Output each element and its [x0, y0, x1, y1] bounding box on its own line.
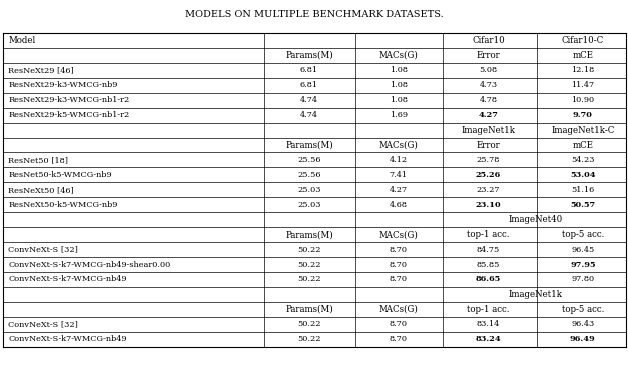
Text: ResNeXt29-k5-WMCG-nb1-r2: ResNeXt29-k5-WMCG-nb1-r2 — [8, 111, 129, 119]
Text: Model: Model — [8, 36, 35, 45]
Text: ImageNet40: ImageNet40 — [509, 215, 563, 224]
Text: 51.16: 51.16 — [571, 186, 595, 194]
Text: 84.75: 84.75 — [477, 246, 501, 254]
Text: mCE: mCE — [572, 51, 593, 60]
Text: ResNeXt50 [46]: ResNeXt50 [46] — [8, 186, 74, 194]
Text: 8.70: 8.70 — [390, 275, 408, 284]
Text: 53.04: 53.04 — [570, 171, 595, 179]
Text: 83.14: 83.14 — [477, 320, 501, 328]
Text: 25.56: 25.56 — [297, 156, 321, 164]
Text: MACs(G): MACs(G) — [379, 51, 419, 60]
Text: 96.43: 96.43 — [571, 320, 595, 328]
Text: 4.74: 4.74 — [300, 111, 318, 119]
Text: MODELS ON MULTIPLE BENCHMARK DATASETS.: MODELS ON MULTIPLE BENCHMARK DATASETS. — [185, 10, 443, 19]
Text: 25.26: 25.26 — [476, 171, 501, 179]
Text: Params(M): Params(M) — [285, 140, 333, 149]
Text: 9.70: 9.70 — [573, 111, 593, 119]
Text: ConvNeXt-S-k7-WMCG-nb49-shear0.00: ConvNeXt-S-k7-WMCG-nb49-shear0.00 — [8, 260, 170, 268]
Text: 6.81: 6.81 — [300, 66, 318, 74]
Text: 11.47: 11.47 — [571, 81, 594, 89]
Text: ImageNet1k: ImageNet1k — [509, 290, 563, 299]
Text: MACs(G): MACs(G) — [379, 305, 419, 314]
Text: top-1 acc.: top-1 acc. — [467, 305, 510, 314]
Text: ResNeXt29-k3-WMCG-nb9: ResNeXt29-k3-WMCG-nb9 — [8, 81, 117, 89]
Text: ConvNeXt-S [32]: ConvNeXt-S [32] — [8, 246, 78, 254]
Text: 8.70: 8.70 — [390, 246, 408, 254]
Text: 50.22: 50.22 — [297, 335, 321, 343]
Text: Params(M): Params(M) — [285, 230, 333, 239]
Text: Error: Error — [477, 51, 501, 60]
Text: 25.03: 25.03 — [297, 186, 321, 194]
Text: 23.10: 23.10 — [476, 201, 501, 209]
Text: 4.74: 4.74 — [300, 96, 318, 104]
Text: Params(M): Params(M) — [285, 51, 333, 60]
Text: MACs(G): MACs(G) — [379, 140, 419, 149]
Text: 96.45: 96.45 — [571, 246, 595, 254]
Text: Cifar10: Cifar10 — [472, 36, 505, 45]
Text: 4.12: 4.12 — [390, 156, 408, 164]
Text: Error: Error — [477, 140, 501, 149]
Text: top-1 acc.: top-1 acc. — [467, 230, 510, 239]
Text: 25.56: 25.56 — [297, 171, 321, 179]
Text: 54.23: 54.23 — [571, 156, 595, 164]
Text: MACs(G): MACs(G) — [379, 230, 419, 239]
Text: top-5 acc.: top-5 acc. — [561, 305, 604, 314]
Text: 12.18: 12.18 — [571, 66, 595, 74]
Text: 50.22: 50.22 — [297, 260, 321, 268]
Text: ImageNet1k-C: ImageNet1k-C — [551, 126, 614, 135]
Text: ResNeXt29-k3-WMCG-nb1-r2: ResNeXt29-k3-WMCG-nb1-r2 — [8, 96, 129, 104]
Text: 25.03: 25.03 — [297, 201, 321, 209]
Text: 6.81: 6.81 — [300, 81, 318, 89]
Text: 96.49: 96.49 — [570, 335, 596, 343]
Text: ConvNeXt-S-k7-WMCG-nb49: ConvNeXt-S-k7-WMCG-nb49 — [8, 275, 127, 284]
Text: 50.57: 50.57 — [570, 201, 595, 209]
Text: top-5 acc.: top-5 acc. — [561, 230, 604, 239]
Text: 83.24: 83.24 — [476, 335, 501, 343]
Text: 4.68: 4.68 — [390, 201, 408, 209]
Text: 4.78: 4.78 — [480, 96, 497, 104]
Text: 1.08: 1.08 — [390, 66, 408, 74]
Text: 97.95: 97.95 — [570, 260, 595, 268]
Text: ImageNet1k: ImageNet1k — [462, 126, 516, 135]
Text: 7.41: 7.41 — [390, 171, 408, 179]
Text: 4.27: 4.27 — [390, 186, 408, 194]
Text: ResNeXt29 [46]: ResNeXt29 [46] — [8, 66, 74, 74]
Text: ConvNeXt-S-k7-WMCG-nb49: ConvNeXt-S-k7-WMCG-nb49 — [8, 335, 127, 343]
Text: 4.27: 4.27 — [479, 111, 499, 119]
Text: 4.73: 4.73 — [480, 81, 497, 89]
Text: Params(M): Params(M) — [285, 305, 333, 314]
Text: 86.65: 86.65 — [476, 275, 501, 284]
Text: 85.85: 85.85 — [477, 260, 501, 268]
Text: 8.70: 8.70 — [390, 320, 408, 328]
Text: 97.80: 97.80 — [571, 275, 594, 284]
Text: ConvNeXt-S [32]: ConvNeXt-S [32] — [8, 320, 78, 328]
Text: 50.22: 50.22 — [297, 246, 321, 254]
Text: mCE: mCE — [572, 140, 593, 149]
Text: 1.69: 1.69 — [390, 111, 408, 119]
Text: 25.78: 25.78 — [477, 156, 501, 164]
Text: ResNet50-k5-WMCG-nb9: ResNet50-k5-WMCG-nb9 — [8, 171, 112, 179]
Text: ResNeXt50-k5-WMCG-nb9: ResNeXt50-k5-WMCG-nb9 — [8, 201, 117, 209]
Text: 23.27: 23.27 — [477, 186, 501, 194]
Text: 10.90: 10.90 — [571, 96, 594, 104]
Text: 8.70: 8.70 — [390, 260, 408, 268]
Text: 5.08: 5.08 — [480, 66, 497, 74]
Text: 1.08: 1.08 — [390, 96, 408, 104]
Text: 1.08: 1.08 — [390, 81, 408, 89]
Text: 50.22: 50.22 — [297, 275, 321, 284]
Text: ResNet50 [18]: ResNet50 [18] — [8, 156, 68, 164]
Text: 8.70: 8.70 — [390, 335, 408, 343]
Text: 50.22: 50.22 — [297, 320, 321, 328]
Text: Cifar10-C: Cifar10-C — [561, 36, 604, 45]
